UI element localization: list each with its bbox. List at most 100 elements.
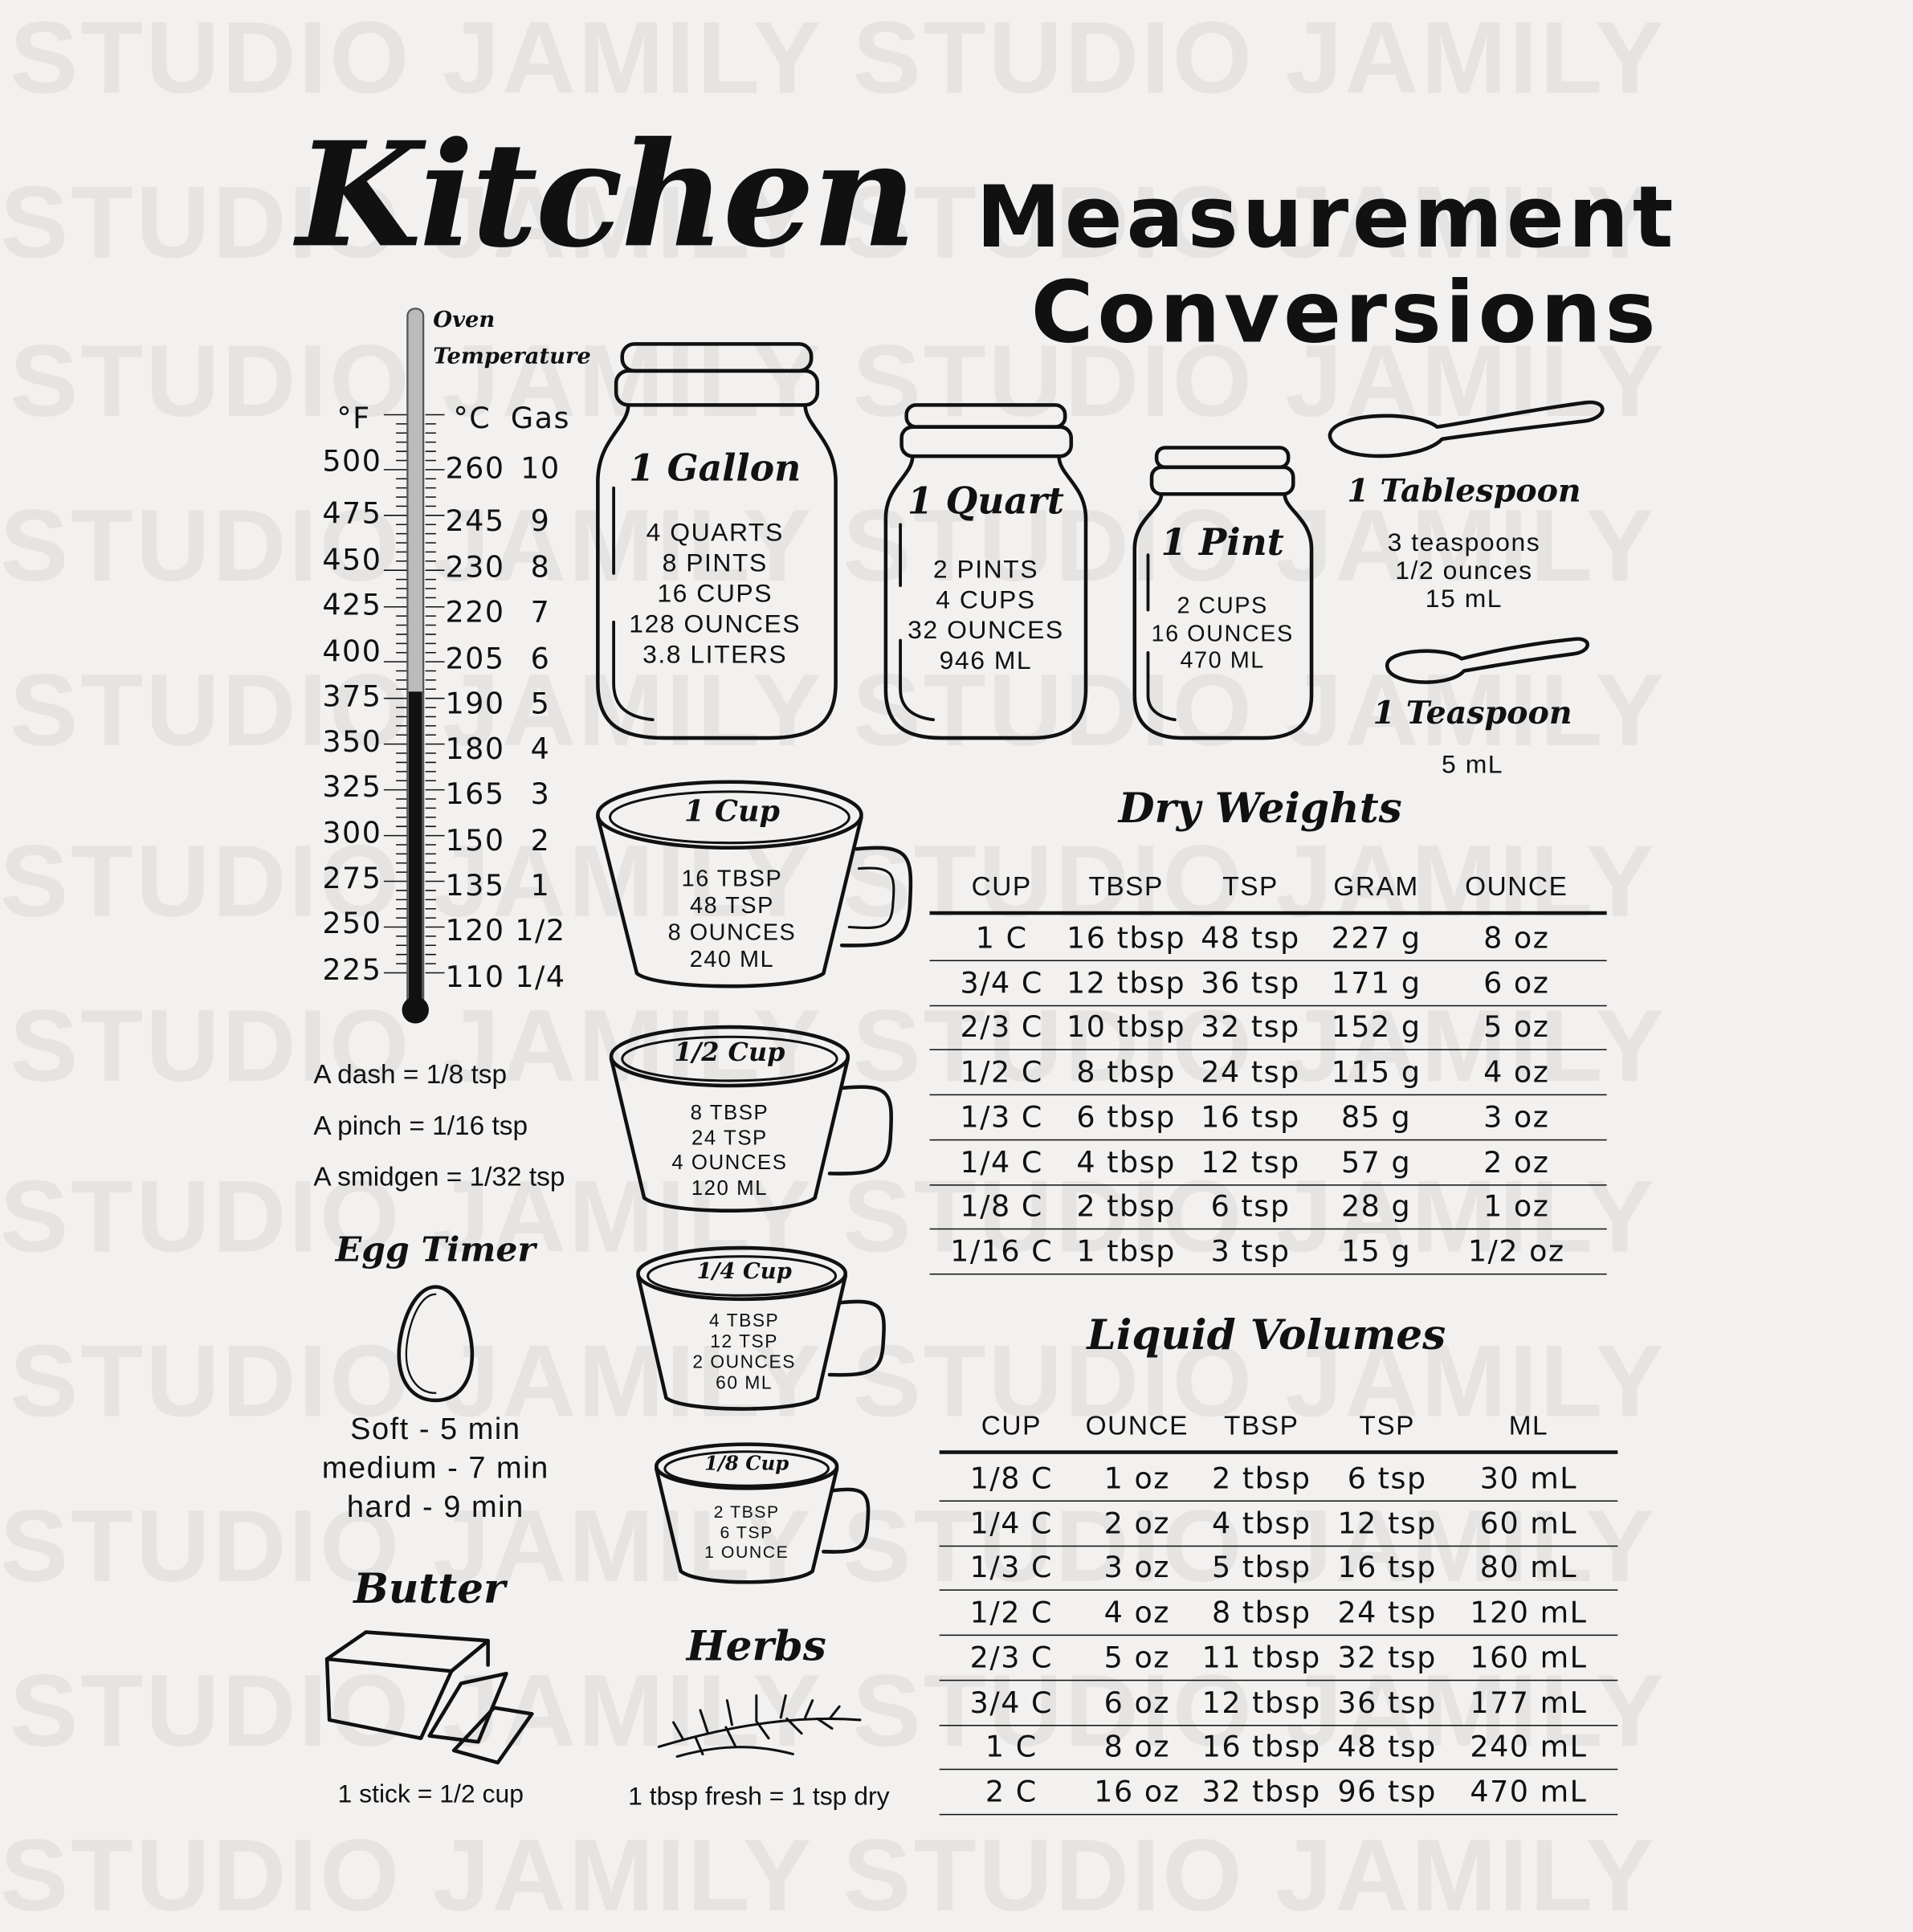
- egg-timer-line: hard - 9 min: [346, 1490, 524, 1525]
- gas-mark-value: 1: [530, 868, 551, 903]
- jar-line: 16 CUPS: [657, 580, 773, 609]
- table-row-rule: [939, 1634, 1618, 1636]
- table-cell: 227 g: [1331, 920, 1421, 956]
- cup-line: 16 TBSP: [681, 866, 783, 893]
- table-cell: 1/2 C: [960, 1055, 1043, 1090]
- egg-icon: [397, 1285, 475, 1403]
- table-cell: 4 tbsp: [1212, 1506, 1311, 1541]
- table-cell: 2 C: [985, 1775, 1038, 1809]
- cup-line: 24 TSP: [691, 1126, 768, 1149]
- table-cell: 48 tsp: [1337, 1730, 1437, 1764]
- watermark-text: STUDIO JAMILY STUDIO JAMILY: [0, 1159, 1657, 1274]
- watermark-text: STUDIO JAMILY STUDIO JAMILY: [0, 823, 1657, 939]
- table-cell: 3 tsp: [1210, 1234, 1291, 1269]
- table-cell: 1 oz: [1483, 1189, 1550, 1224]
- cup-title: 1/2 Cup: [674, 1036, 785, 1067]
- fahrenheit-value: 375: [322, 679, 382, 714]
- cup-line: 240 ML: [689, 947, 775, 973]
- table-cell: 1 tbsp: [1076, 1234, 1176, 1269]
- jar-title: 1 Pint: [1160, 522, 1284, 565]
- table-cell: 1/4 C: [960, 1144, 1043, 1180]
- table-cell: 8 oz: [1483, 920, 1550, 956]
- jar-line: 32 OUNCES: [908, 616, 1064, 645]
- fahrenheit-value: 500: [322, 443, 382, 479]
- table-header: TSP: [1359, 1410, 1416, 1441]
- table-cell: 3/4 C: [969, 1685, 1053, 1720]
- gas-mark-value: 9: [530, 503, 551, 538]
- table-cell: 12 tbsp: [1201, 1685, 1321, 1720]
- table-cell: 32 tsp: [1201, 1010, 1300, 1045]
- table-cell: 1 oz: [1103, 1461, 1170, 1496]
- title-measurement: Measurement: [976, 167, 1678, 267]
- jar-line: 2 CUPS: [1177, 593, 1268, 619]
- table-row-rule: [929, 1094, 1607, 1096]
- table-cell: 96 tsp: [1337, 1775, 1437, 1809]
- table-cell: 2 tbsp: [1076, 1189, 1176, 1224]
- table-cell: 36 tsp: [1337, 1685, 1437, 1720]
- table-cell: 177 mL: [1470, 1685, 1588, 1720]
- egg-timer-line: medium - 7 min: [321, 1450, 549, 1486]
- table-cell: 57 g: [1340, 1144, 1412, 1180]
- egg-timer-line: Soft - 5 min: [350, 1412, 521, 1446]
- gas-mark-value: 6: [530, 642, 551, 676]
- celsius-value: 180: [445, 732, 505, 766]
- table-row-rule: [929, 1139, 1607, 1141]
- table-header: CUP: [981, 1410, 1042, 1441]
- egg-timer-title: Egg Timer: [335, 1229, 536, 1270]
- spoon-title: 1 Tablespoon: [1347, 473, 1581, 510]
- table-cell: 1/3 C: [969, 1551, 1053, 1585]
- celsius-value: 165: [445, 776, 505, 812]
- fahrenheit-value: 400: [322, 634, 382, 669]
- table-cell: 6 oz: [1483, 965, 1550, 1001]
- title-conversions: Conversions: [1030, 262, 1660, 363]
- watermark-text: STUDIO JAMILY STUDIO JAMILY: [0, 165, 1657, 279]
- jar-line: 946 ML: [939, 646, 1033, 675]
- table-row-rule: [939, 1679, 1618, 1681]
- table-cell: 5 tbsp: [1212, 1551, 1311, 1585]
- watermark-text: STUDIO JAMILY STUDIO JAMILY: [10, 0, 1666, 115]
- fahrenheit-value: 225: [322, 952, 382, 987]
- thermometer-icon: [383, 308, 445, 1024]
- dry-weights-title: Dry Weights: [1118, 784, 1402, 834]
- oven-label-line1: Oven: [433, 307, 496, 333]
- butter-title: Butter: [353, 1565, 506, 1614]
- table-cell: 12 tsp: [1337, 1506, 1437, 1541]
- fahrenheit-value: 325: [322, 769, 382, 805]
- cup-line: 2 OUNCES: [692, 1351, 796, 1373]
- table-cell: 240 mL: [1470, 1730, 1588, 1764]
- table-cell: 1 C: [975, 920, 1028, 956]
- table-cell: 6 oz: [1103, 1685, 1170, 1720]
- gas-mark-value: 7: [530, 595, 551, 630]
- quarter-cup-icon: [636, 1245, 886, 1411]
- fahrenheit-value: 450: [322, 542, 382, 577]
- table-row-rule: [929, 1050, 1607, 1051]
- table-header: OUNCE: [1465, 870, 1568, 902]
- table-cell: 2 oz: [1483, 1144, 1550, 1180]
- table-cell: 12 tbsp: [1067, 965, 1186, 1001]
- gallon-jar-icon: [596, 342, 838, 740]
- table-cell: 60 mL: [1479, 1506, 1578, 1541]
- cup-line: 8 OUNCES: [667, 920, 797, 947]
- table-cell: 115 g: [1331, 1055, 1421, 1090]
- table-cell: 2/3 C: [960, 1010, 1043, 1045]
- jar-line: 8 PINTS: [662, 549, 768, 578]
- butter-caption: 1 stick = 1/2 cup: [337, 1780, 524, 1809]
- fahrenheit-value: 475: [322, 496, 382, 531]
- table-cell: 48 tsp: [1201, 920, 1300, 956]
- table-cell: 160 mL: [1470, 1640, 1588, 1675]
- celsius-value: 220: [445, 595, 505, 630]
- table-header: OUNCE: [1085, 1410, 1189, 1441]
- table-row-rule: [939, 1589, 1618, 1592]
- table-header: GRAM: [1333, 870, 1419, 902]
- table-row-rule: [939, 1768, 1618, 1771]
- jar-line: 128 OUNCES: [629, 610, 802, 639]
- table-cell: 6 tbsp: [1076, 1099, 1176, 1135]
- fahrenheit-value: 350: [322, 724, 382, 759]
- celsius-value: 260: [445, 451, 505, 486]
- herb-sprig-icon: [657, 1694, 862, 1759]
- table-cell: 1/2 oz: [1467, 1234, 1565, 1269]
- cup-line: 8 TBSP: [690, 1100, 769, 1124]
- gas-mark-value: 1/2: [515, 913, 566, 948]
- gas-mark-value: 10: [520, 451, 561, 486]
